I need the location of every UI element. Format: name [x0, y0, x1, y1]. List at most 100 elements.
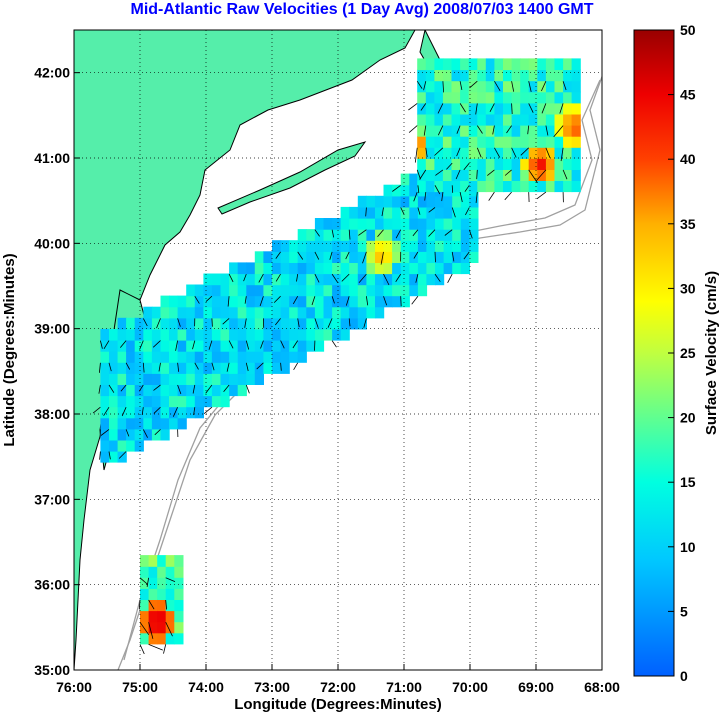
speed-cell — [186, 340, 196, 352]
speed-cell — [332, 328, 342, 341]
speed-cell — [254, 306, 264, 319]
speed-cell — [174, 621, 184, 634]
speed-cell — [468, 125, 478, 137]
speed-cell — [443, 218, 453, 230]
velocity-arrow — [463, 251, 470, 260]
velocity-arrow — [463, 162, 470, 171]
colorbar-tick-label: 10 — [680, 539, 696, 555]
speed-cell — [194, 351, 204, 363]
speed-cell — [237, 273, 247, 286]
speed-cell — [392, 262, 402, 275]
speed-cell — [169, 306, 179, 319]
speed-cell — [177, 362, 187, 374]
speed-cell — [237, 284, 247, 297]
speed-cell — [126, 395, 136, 408]
speed-cell — [169, 328, 179, 341]
speed-cell — [306, 262, 316, 275]
speed-cell — [289, 306, 299, 319]
speed-cell — [177, 406, 187, 419]
velocity-arrow — [416, 169, 421, 180]
speed-cell — [434, 125, 444, 137]
speed-cell — [177, 306, 187, 319]
speed-cell — [332, 218, 342, 230]
velocity-arrow — [444, 229, 453, 236]
speed-cell — [503, 158, 513, 170]
speed-cell — [452, 240, 462, 252]
speed-cell — [460, 91, 470, 104]
speed-cell — [194, 395, 204, 408]
speed-cell — [417, 206, 428, 219]
velocity-arrow — [395, 273, 402, 283]
speed-cell — [528, 147, 538, 159]
speed-cell — [520, 180, 530, 193]
speed-cell — [571, 58, 581, 71]
velocity-arrow — [559, 103, 564, 114]
speed-cell — [468, 180, 478, 193]
velocity-arrow — [511, 147, 517, 158]
velocity-arrow — [211, 318, 213, 327]
speed-cell — [272, 295, 282, 308]
speed-cell — [426, 195, 436, 208]
speed-cell — [417, 69, 427, 82]
speed-cell — [571, 102, 581, 115]
velocity-arrow — [297, 251, 304, 260]
x-tick-label: 76:00 — [56, 679, 92, 695]
speed-cell — [148, 621, 158, 634]
speed-cell — [314, 218, 325, 230]
speed-cell — [563, 80, 573, 93]
speed-cell — [340, 218, 350, 230]
velocity-arrow — [383, 273, 390, 286]
speed-cell — [469, 251, 479, 263]
speed-cell — [165, 599, 175, 612]
y-tick-label: 39:00 — [34, 321, 70, 337]
speed-cell — [263, 262, 273, 275]
velocity-arrow — [244, 296, 247, 304]
speed-cell — [485, 80, 495, 93]
speed-cell — [460, 69, 470, 82]
speed-cell — [126, 317, 136, 330]
speed-cell — [460, 58, 470, 71]
speed-cell — [254, 295, 264, 308]
speed-cell — [460, 180, 470, 193]
speed-cell — [126, 340, 136, 352]
speed-cell — [229, 273, 239, 286]
velocity-arrow — [520, 147, 529, 156]
speed-cell — [349, 251, 359, 263]
speed-cell — [143, 328, 153, 341]
velocity-arrow — [275, 273, 281, 282]
speed-cell — [511, 158, 521, 170]
speed-cell — [349, 206, 359, 219]
speed-cell — [409, 240, 419, 252]
speed-cell — [100, 439, 110, 452]
speed-cell — [392, 240, 402, 252]
speed-cell — [400, 251, 410, 263]
speed-cell — [280, 351, 290, 363]
speed-cell — [537, 180, 547, 193]
velocity-arrow — [165, 599, 167, 610]
velocity-arrow — [245, 362, 249, 372]
speed-cell — [246, 351, 256, 363]
velocity-arrow — [459, 192, 463, 203]
speed-cell — [357, 218, 367, 230]
speed-cell — [134, 351, 144, 363]
speed-cell — [157, 610, 167, 623]
velocity-arrow — [314, 273, 320, 283]
speed-cell — [442, 102, 453, 115]
speed-cell — [425, 158, 435, 170]
velocity-arrow — [365, 207, 367, 217]
speed-cell — [126, 328, 136, 341]
velocity-arrow — [434, 185, 441, 195]
speed-cell — [126, 428, 136, 441]
speed-cell — [571, 158, 581, 170]
speed-cell — [186, 317, 196, 330]
speed-cell — [537, 69, 547, 82]
speed-cell — [323, 229, 333, 241]
speed-cell — [468, 147, 478, 159]
speed-cell — [554, 169, 564, 181]
speed-cell — [545, 102, 556, 115]
colorbar-tick-label: 15 — [680, 474, 696, 490]
speed-cell — [100, 362, 110, 374]
velocity-arrow — [142, 318, 148, 327]
velocity-arrow — [205, 295, 213, 302]
speed-cell — [520, 169, 530, 181]
